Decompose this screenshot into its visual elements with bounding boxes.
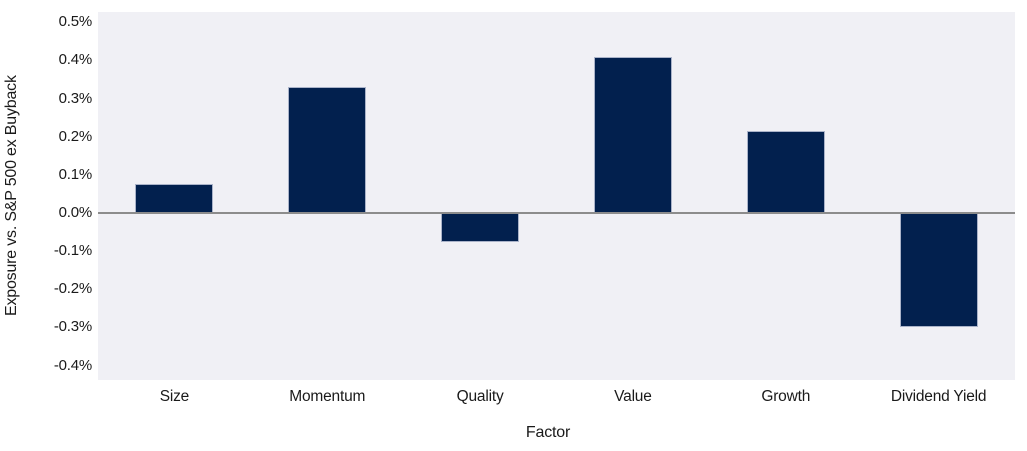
x-category-label: Value: [614, 388, 652, 405]
bar-quality: [441, 212, 520, 242]
bar-dividend-yield: [899, 212, 978, 328]
x-category-label: Quality: [456, 388, 504, 405]
x-axis-title: Factor: [525, 424, 571, 441]
x-category-label: Momentum: [289, 388, 366, 405]
bar-growth: [746, 130, 825, 213]
zero-baseline: [98, 211, 1015, 214]
x-category-label: Growth: [761, 388, 811, 405]
y-tick-label: 0.1%: [58, 165, 93, 183]
x-category-label: Size: [159, 388, 190, 405]
y-tick-label: 0.4%: [58, 51, 93, 69]
y-tick-label: -0.2%: [53, 280, 92, 298]
bar-value: [593, 56, 672, 213]
y-tick-label: 0.2%: [58, 127, 93, 145]
y-tick-label: -0.4%: [53, 356, 92, 374]
plot-area: [98, 12, 1015, 380]
bar-momentum: [288, 87, 367, 213]
y-tick-label: -0.1%: [53, 242, 92, 260]
y-tick-label: 0.3%: [58, 89, 93, 107]
y-tick-label: 0.0%: [58, 203, 93, 221]
bar-size: [135, 184, 214, 213]
y-tick-label: 0.5%: [58, 13, 93, 31]
x-category-label: Dividend Yield: [890, 388, 987, 405]
y-tick-label: -0.3%: [53, 318, 92, 336]
